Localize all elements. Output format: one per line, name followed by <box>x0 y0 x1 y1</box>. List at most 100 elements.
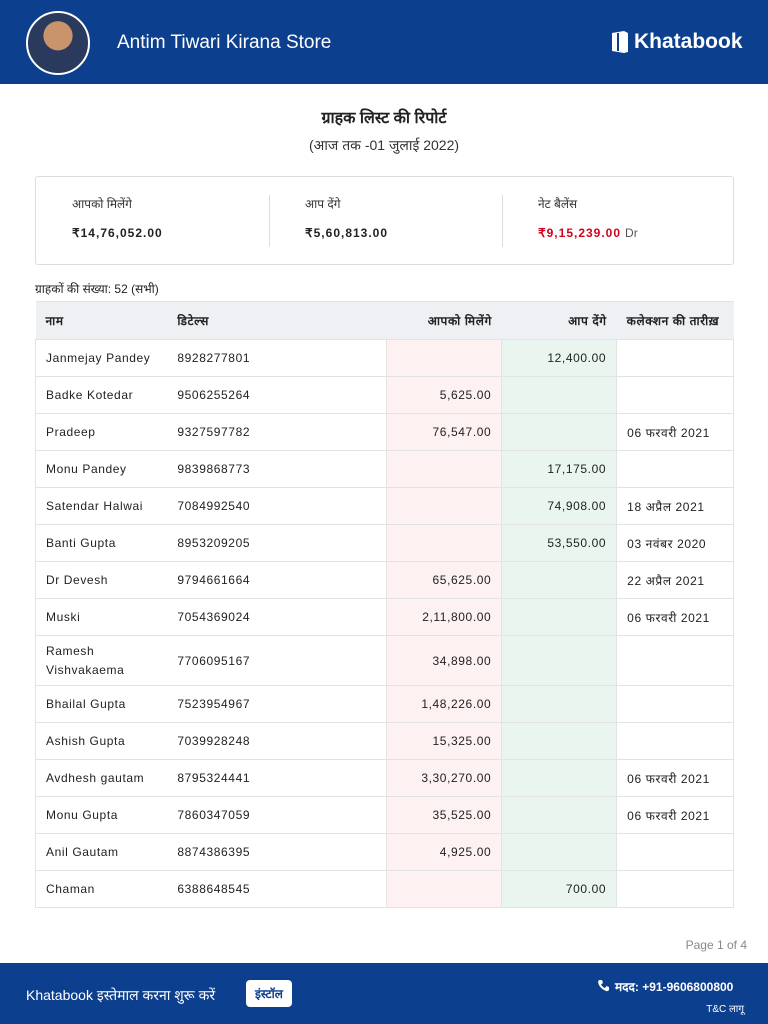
cell-date <box>616 450 734 488</box>
cell-give <box>501 598 618 636</box>
cell-get: 1,48,226.00 <box>386 685 503 723</box>
amount: ₹9,15,239.00 <box>538 226 622 240</box>
install-button[interactable]: इंस्टॉल <box>246 980 292 1007</box>
cell-name: Muski <box>35 598 168 636</box>
cell-give <box>501 685 618 723</box>
cell-get: 15,325.00 <box>386 722 503 760</box>
cell-phone: 8953209205 <box>167 524 387 562</box>
cell-get: 2,11,800.00 <box>386 598 503 636</box>
customer-table: नाम डिटेल्स आपको मिलेंगे आप देंगे कलेक्शन की… <box>35 301 734 908</box>
avatar <box>26 11 90 75</box>
column-header: कलेक्शन की तारीख़ <box>616 301 734 340</box>
cell-name: Avdhesh gautam <box>35 759 168 797</box>
row: Ashish Gupta 7039928248 15,325.00 <box>35 722 734 760</box>
cell-get: 4,925.00 <box>386 833 503 871</box>
summary-amount: ₹9,15,239.00 Dr <box>538 226 638 240</box>
header-row: नाम डिटेल्स आपको मिलेंगे आप देंगे कलेक्शन की… <box>35 301 734 340</box>
amount: ₹14,76,052.00 <box>72 226 163 240</box>
row: Dr Devesh 9794661664 65,625.00 22 अप्रैल 20… <box>35 561 734 599</box>
cell-phone: 7054369024 <box>167 598 387 636</box>
cell-phone: 7039928248 <box>167 722 387 760</box>
phone-icon <box>598 980 609 992</box>
cell-name: Chaman <box>35 870 168 908</box>
row: Monu Pandey 9839868773 17,175.00 <box>35 450 734 488</box>
summary-amount: ₹5,60,813.00 <box>305 226 388 240</box>
cell-date <box>616 833 734 871</box>
cell-give <box>501 833 618 871</box>
row: Pradeep 9327597782 76,547.00 06 फरवरी 2021 <box>35 413 734 451</box>
cell-date <box>616 685 734 723</box>
cell-get <box>386 450 503 488</box>
summary-label: नेट बैलेंस <box>538 197 578 211</box>
summary-amount: ₹14,76,052.00 <box>72 226 163 240</box>
cell-phone: 9506255264 <box>167 376 387 414</box>
page-number: Page 1 of 4 <box>685 938 747 952</box>
cell-get: 35,525.00 <box>386 796 503 834</box>
divider <box>269 195 270 247</box>
cell-get <box>386 339 503 377</box>
summary-item: आप देंगे ₹5,60,813.00 <box>269 177 502 264</box>
summary-label: आप देंगे <box>305 197 341 211</box>
summary-item: नेट बैलेंस ₹9,15,239.00 Dr <box>502 177 735 264</box>
cell-get <box>386 487 503 525</box>
customer-count: ग्राहकों की संख्या: 52 (सभी) <box>35 282 159 296</box>
row: Satendar Halwai 7084992540 74,908.00 18 अप्… <box>35 487 734 525</box>
cell-date: 06 फरवरी 2021 <box>616 598 734 636</box>
cell-give <box>501 722 618 760</box>
cell-give <box>501 561 618 599</box>
cell-name: Dr Devesh <box>35 561 168 599</box>
cell-give: 53,550.00 <box>501 524 618 562</box>
summary-label: आपको मिलेंगे <box>72 197 132 211</box>
cell-phone: 9794661664 <box>167 561 387 599</box>
summary: आपको मिलेंगे ₹14,76,052.00 आप देंगे ₹5,60,8… <box>35 176 734 265</box>
cell-name: Monu Gupta <box>35 796 168 834</box>
row: Badke Kotedar 9506255264 5,625.00 <box>35 376 734 414</box>
cell-date <box>616 870 734 908</box>
cell-phone: 7084992540 <box>167 487 387 525</box>
row: Bhailal Gupta 7523954967 1,48,226.00 <box>35 685 734 723</box>
cell-date <box>616 635 734 686</box>
brand: Khatabook <box>610 30 743 54</box>
cell-date <box>616 722 734 760</box>
help-line: मदद: +91-9606800800 <box>615 980 734 994</box>
cell-date: 22 अप्रैल 2021 <box>616 561 734 599</box>
cell-date <box>616 339 734 377</box>
report-title: ग्राहक लिस्ट की रिपोर्ट <box>321 110 447 127</box>
cell-name: Pradeep <box>35 413 168 451</box>
row: Anil Gautam 8874386395 4,925.00 <box>35 833 734 871</box>
row: Ramesh Vishvakaema 7706095167 34,898.00 <box>35 635 734 686</box>
row: Avdhesh gautam 8795324441 3,30,270.00 06 फर… <box>35 759 734 797</box>
cell-get: 3,30,270.00 <box>386 759 503 797</box>
cell-give: 17,175.00 <box>501 450 618 488</box>
brand-name: Khatabook <box>634 30 743 53</box>
cell-phone: 9839868773 <box>167 450 387 488</box>
cell-name: Monu Pandey <box>35 450 168 488</box>
row: Banti Gupta 8953209205 53,550.00 03 नवंबर 2… <box>35 524 734 562</box>
cell-name: Banti Gupta <box>35 524 168 562</box>
cell-phone: 8795324441 <box>167 759 387 797</box>
cell-name: Bhailal Gupta <box>35 685 168 723</box>
cell-date: 18 अप्रैल 2021 <box>616 487 734 525</box>
cell-phone: 7523954967 <box>167 685 387 723</box>
cell-give: 74,908.00 <box>501 487 618 525</box>
amount-suffix: Dr <box>625 226 638 240</box>
store-name: Antim Tiwari Kirana Store <box>117 32 332 53</box>
cell-phone: 8928277801 <box>167 339 387 377</box>
footer: Khatabook इस्तेमाल करना शुरू करें इंस्टॉ… <box>0 963 768 1024</box>
cell-give <box>501 635 618 686</box>
cell-get: 5,625.00 <box>386 376 503 414</box>
cell-give <box>501 759 618 797</box>
summary-item: आपको मिलेंगे ₹14,76,052.00 <box>36 177 269 264</box>
cell-date <box>616 376 734 414</box>
report-subtitle: (आज तक -01 जुलाई 2022) <box>308 137 460 153</box>
cell-date: 06 फरवरी 2021 <box>616 759 734 797</box>
cell-get <box>386 524 503 562</box>
cell-date: 06 फरवरी 2021 <box>616 413 734 451</box>
cell-phone: 9327597782 <box>167 413 387 451</box>
row: Muski 7054369024 2,11,800.00 06 फरवरी 2021 <box>35 598 734 636</box>
row: Monu Gupta 7860347059 35,525.00 06 फरवरी 20… <box>35 796 734 834</box>
cell-give <box>501 376 618 414</box>
cell-name: Janmejay Pandey <box>35 339 168 377</box>
cell-get: 34,898.00 <box>386 635 503 686</box>
